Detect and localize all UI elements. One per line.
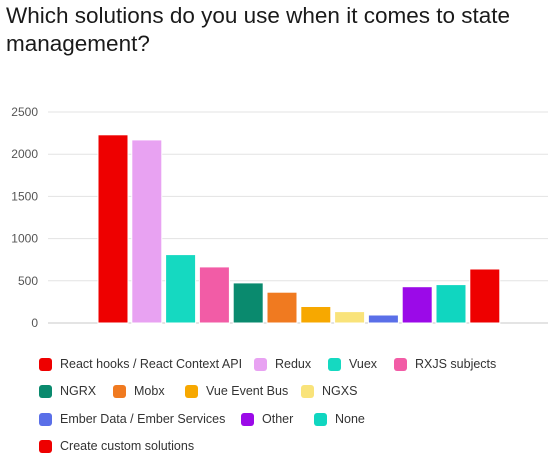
y-tick-label: 1500 bbox=[11, 189, 38, 203]
bars bbox=[97, 134, 501, 324]
bar bbox=[165, 254, 197, 324]
bar bbox=[300, 306, 332, 324]
y-tick-label: 1000 bbox=[11, 232, 38, 246]
bar bbox=[198, 266, 230, 324]
bar bbox=[469, 268, 501, 324]
y-axis-tick-labels: 0 500 1000 1500 2000 2500 bbox=[11, 105, 38, 330]
bar bbox=[266, 291, 298, 324]
y-tick-label: 2500 bbox=[11, 105, 38, 119]
bar bbox=[232, 282, 264, 324]
bar bbox=[435, 284, 467, 324]
y-tick-label: 0 bbox=[31, 316, 38, 330]
chart-title: Which solutions do you use when it comes… bbox=[6, 3, 511, 56]
bar bbox=[367, 314, 399, 324]
bar bbox=[131, 139, 163, 324]
bar bbox=[334, 311, 366, 324]
bar bbox=[401, 286, 433, 324]
bar bbox=[97, 134, 129, 324]
y-tick-label: 500 bbox=[18, 274, 38, 288]
y-tick-label: 2000 bbox=[11, 147, 38, 161]
